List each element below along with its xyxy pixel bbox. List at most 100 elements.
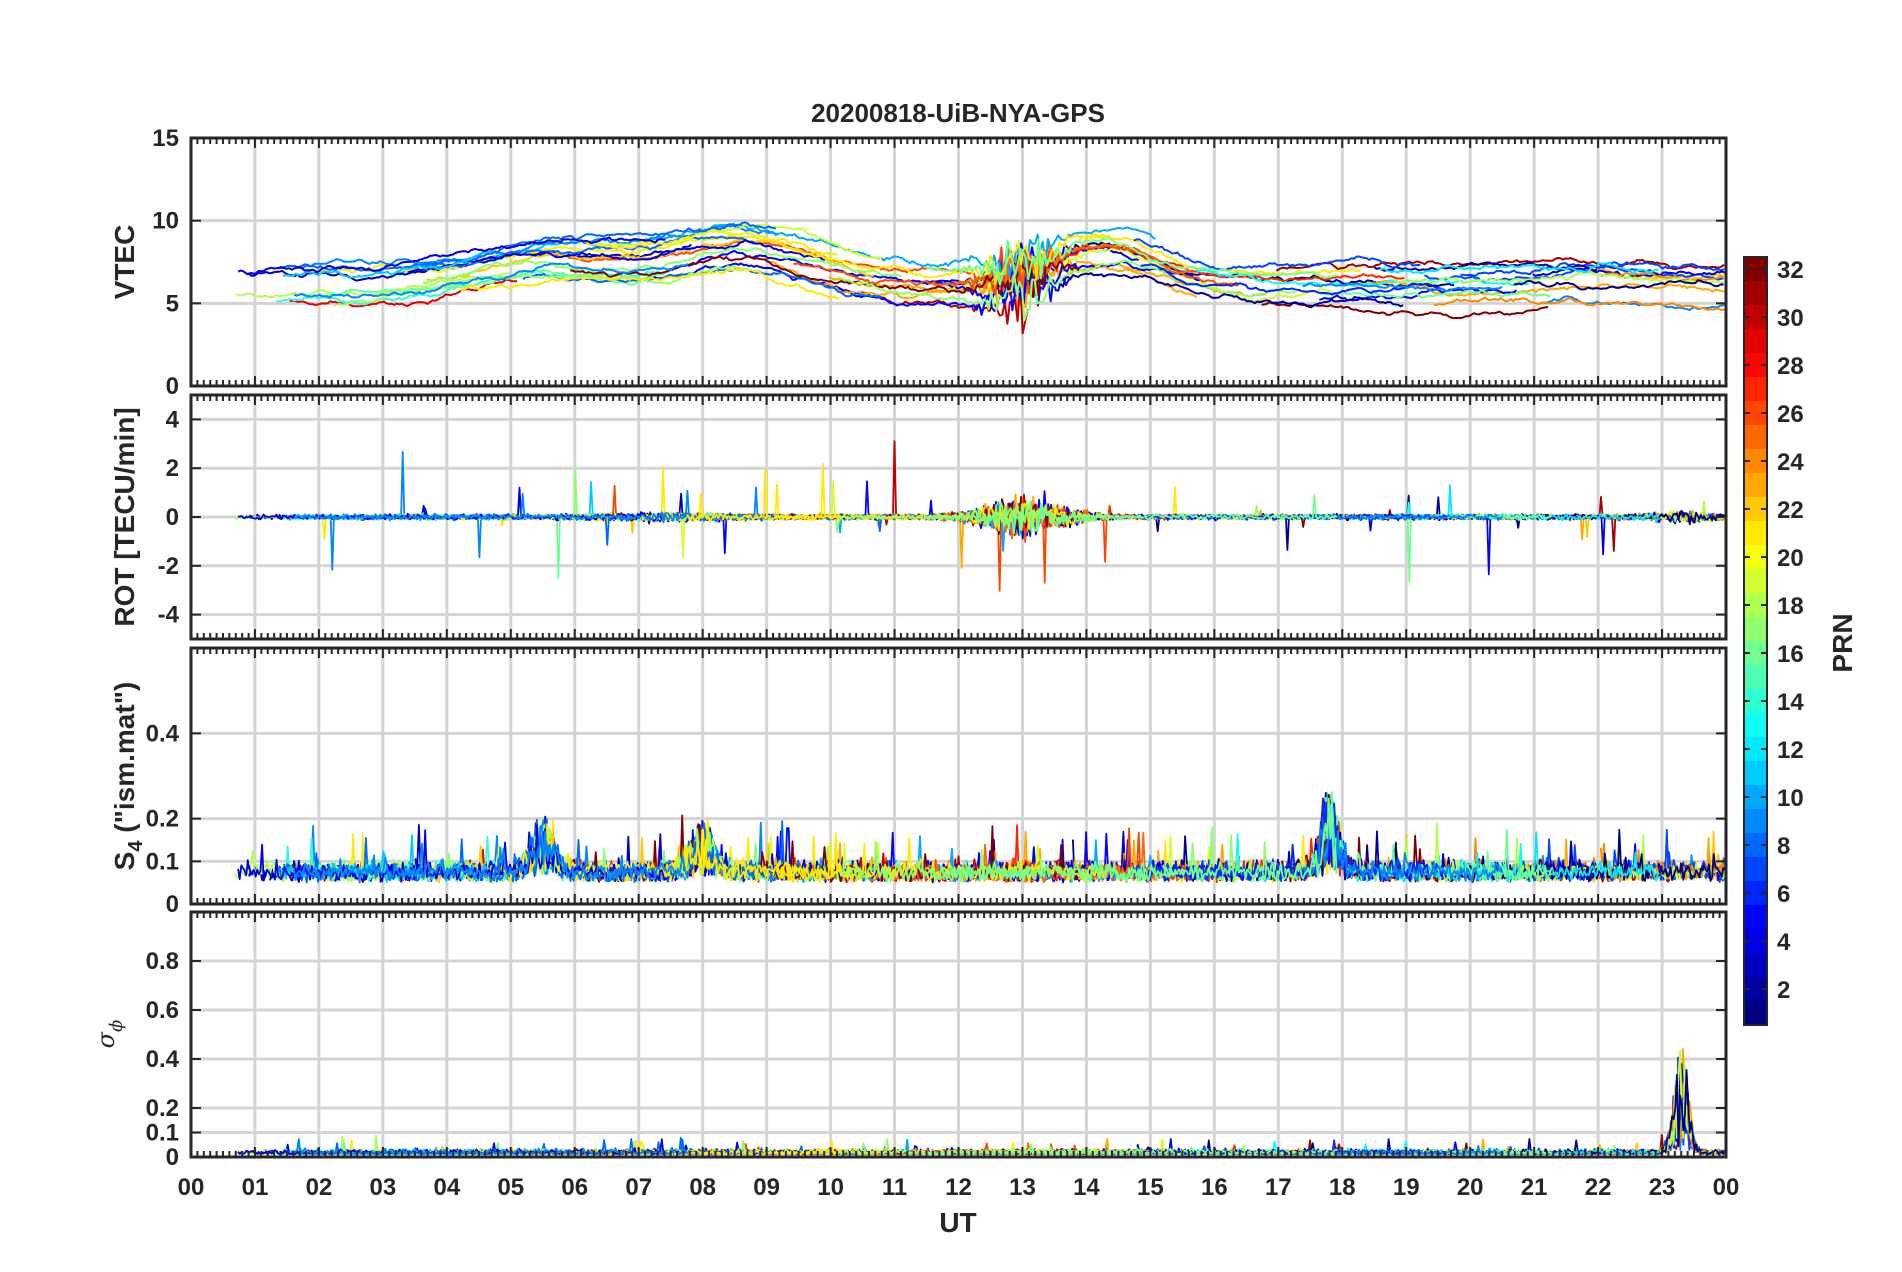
series-line-prn-22: [1577, 268, 1724, 280]
colorbar-segment: [1744, 329, 1767, 354]
colorbar-tick-label: 20: [1777, 545, 1804, 572]
y-tick-label: 0.4: [146, 1046, 180, 1073]
colorbar-tick-label: 32: [1777, 257, 1804, 284]
x-tick-label: 08: [689, 1174, 716, 1201]
colorbar-segment: [1744, 905, 1767, 930]
colorbar-segment: [1744, 785, 1767, 810]
colorbar-tick-label: 10: [1777, 785, 1804, 812]
colorbar-segment: [1744, 881, 1767, 906]
series-line-prn-16: [1319, 289, 1551, 299]
series-line-prn-8: [279, 221, 776, 273]
sigma-symbol: σ: [92, 1031, 120, 1048]
x-tick-label: 05: [497, 1174, 524, 1201]
s4-symbol: S: [109, 852, 140, 871]
colorbar-segment: [1744, 473, 1767, 498]
x-tick-label: 03: [370, 1174, 397, 1201]
x-ticks: [190, 648, 1727, 904]
series-line-prn-16: [925, 237, 1338, 286]
y-tick-label: 0: [166, 504, 179, 531]
series-line-prn-12: [1379, 261, 1659, 275]
x-tick-label: 14: [1073, 1174, 1100, 1201]
y-axis-label-vtec: VTEC: [109, 225, 140, 300]
series-line-prn-6: [1140, 263, 1446, 296]
x-tick-label: 12: [945, 1174, 972, 1201]
x-tick-label: 16: [1201, 1174, 1228, 1201]
colorbar-label: PRN: [1827, 613, 1858, 672]
colorbar-segment: [1744, 545, 1767, 570]
panel-0: 0 5 10 15: [152, 125, 1728, 400]
series-line-prn-31: [1275, 257, 1725, 272]
series-line-prn-2: [1059, 272, 1404, 309]
colorbar-frame: [1743, 256, 1768, 1026]
x-tick-label: 20: [1457, 1174, 1484, 1201]
x-tick-label: 00: [178, 1174, 205, 1201]
x-tick-label: 00: [1713, 1174, 1740, 1201]
colorbar-segment: [1744, 281, 1767, 306]
colorbar-segment: [1744, 833, 1767, 858]
series-line-prn-9: [293, 489, 690, 524]
colorbar-tick-label: 26: [1777, 401, 1804, 428]
colorbar-segment: [1744, 569, 1767, 594]
series-line-prn-17: [837, 259, 1296, 322]
colorbar-tick-label: 24: [1777, 449, 1804, 476]
y-tick-label: 0.1: [146, 1120, 179, 1147]
y-tick-label: -4: [158, 602, 180, 629]
y-axis-label-s4: S4 ("ism.mat"): [109, 682, 147, 871]
series-line-prn-27: [1014, 239, 1405, 298]
x-tick-label: 23: [1649, 1174, 1676, 1201]
x-tick-label: 21: [1521, 1174, 1548, 1201]
y-ticks: 0 5 10 15: [152, 125, 1726, 400]
series-line-prn-24: [1600, 271, 1725, 282]
series-line-prn-4: [407, 238, 826, 274]
colorbar-segment: [1744, 929, 1767, 954]
series-line-prn-16: [925, 791, 1338, 883]
x-tick-label: 11: [882, 1174, 907, 1201]
x-tick-label: 22: [1585, 1174, 1612, 1201]
series-line-prn-1: [1513, 279, 1724, 291]
colorbar-segment: [1744, 641, 1767, 666]
colorbar-segment: [1744, 593, 1767, 618]
colorbar-segment: [1744, 353, 1767, 378]
colorbar-segment: [1744, 1001, 1767, 1026]
x-ticks: [190, 138, 1727, 386]
y-ticks: 00.10.2 0.4 0.6 0.8: [146, 948, 1726, 1171]
grid: [189, 912, 1728, 1159]
y-tick-label: -2: [158, 553, 179, 580]
series-group: [234, 791, 1726, 884]
colorbar-segment: [1744, 425, 1767, 450]
colorbar-tick-label: 16: [1777, 641, 1804, 668]
x-tick-label: 04: [433, 1174, 460, 1201]
x-tick-label: 06: [561, 1174, 588, 1201]
colorbar-tick-label: 8: [1777, 833, 1790, 860]
y-tick-label: 0.6: [146, 997, 179, 1024]
colorbar-tick-label: 28: [1777, 353, 1804, 380]
y-axis-labels: VTEC ROT [TECU/min] S4 ("ism.mat") σϕ: [92, 225, 147, 1049]
colorbar-segment: [1744, 665, 1767, 690]
x-tick-label: 02: [306, 1174, 333, 1201]
colorbar-tick-label: 12: [1777, 737, 1804, 764]
colorbar-segment: [1744, 953, 1767, 978]
series-group: [235, 221, 1726, 335]
colorbar-segment: [1744, 857, 1767, 882]
phi-subscript: ϕ: [106, 1020, 127, 1032]
series-line-prn-9: [293, 262, 689, 299]
series-line-prn-24: [1433, 296, 1726, 311]
series-line-prn-7: [1460, 261, 1725, 277]
y-tick-label: 5: [166, 290, 179, 317]
x-tick-labels: 00 01 02 03 04 05 06 07 08 09 10 11 12 13 14 15 16 17 18 19…: [178, 1174, 1740, 1201]
x-tick-label: 13: [1009, 1174, 1036, 1201]
x-tick-label: 15: [1137, 1174, 1164, 1201]
x-ticks: [190, 912, 1727, 1157]
series-line-prn-16: [925, 1146, 1338, 1155]
y-tick-label: 0.8: [146, 948, 179, 975]
y-tick-label: 0: [166, 373, 179, 400]
series-line-prn-7: [1133, 238, 1421, 271]
colorbar-tick-label: 30: [1777, 305, 1804, 332]
x-tick-label: 10: [817, 1174, 844, 1201]
colorbar-segment: [1744, 977, 1767, 1002]
series-line-prn-17: [333, 264, 762, 307]
x-ticks: [190, 395, 1727, 639]
colorbar-segment: [1744, 809, 1767, 834]
